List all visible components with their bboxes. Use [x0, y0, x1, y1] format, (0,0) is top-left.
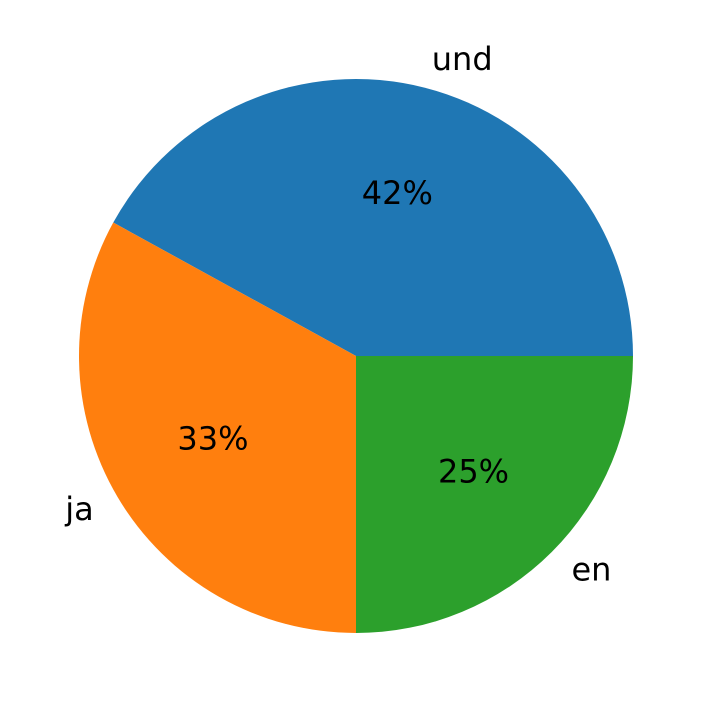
percent-label: 25%: [438, 453, 509, 491]
percent-label: 42%: [362, 174, 433, 212]
percent-label: 33%: [177, 420, 248, 458]
pie-slice: [113, 79, 633, 357]
slice-label: en: [571, 550, 611, 588]
slice-label: und: [432, 40, 493, 78]
pie-slice: [356, 356, 633, 633]
slice-label: ja: [64, 490, 94, 528]
pie-slice: [79, 222, 357, 633]
